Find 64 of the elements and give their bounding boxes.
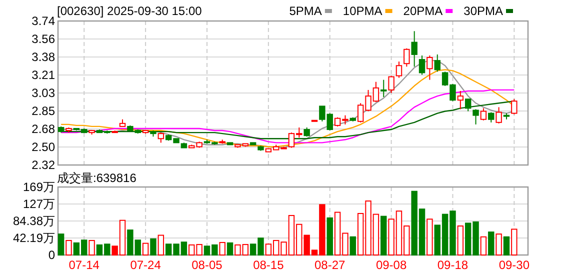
x-tick-label: 09-08 bbox=[376, 258, 407, 272]
candlestick bbox=[158, 132, 164, 144]
x-tick-label: 09-30 bbox=[498, 258, 530, 272]
candlestick bbox=[488, 112, 494, 123]
x-tick-label: 07-14 bbox=[68, 258, 100, 272]
y-tick-label: 3.21 bbox=[32, 68, 56, 82]
bar bbox=[496, 234, 502, 256]
bar bbox=[503, 236, 510, 256]
bar bbox=[219, 242, 226, 256]
y-tick-label: 2.68 bbox=[32, 122, 56, 136]
x-tick-label: 09-18 bbox=[437, 258, 468, 272]
y-tick-label: 3.56 bbox=[32, 32, 56, 46]
legend-label: 30PMA bbox=[464, 4, 503, 18]
x-tick-label: 07-24 bbox=[130, 258, 162, 272]
candlestick bbox=[464, 98, 472, 112]
candlestick bbox=[472, 108, 479, 125]
x-tick-label: 08-27 bbox=[314, 258, 346, 272]
y-tick-label: 2.32 bbox=[32, 158, 56, 172]
bar bbox=[457, 225, 464, 256]
candlestick bbox=[380, 79, 387, 98]
y-tick-label: 3.38 bbox=[32, 50, 56, 64]
chart-title: [002630] 2025-09-30 15:00 bbox=[57, 4, 202, 18]
bar bbox=[511, 228, 518, 256]
legend-label: 5PMA bbox=[289, 4, 322, 18]
y-tick-label: 84.38万 bbox=[12, 214, 55, 228]
candlestick bbox=[396, 61, 402, 78]
bar bbox=[158, 234, 164, 256]
bar bbox=[58, 234, 64, 256]
candlestick bbox=[418, 54, 426, 76]
y-tick-label: 3.03 bbox=[32, 86, 56, 100]
y-tick-label: 42.19万 bbox=[12, 231, 55, 245]
candlestick bbox=[496, 106, 502, 124]
candlestick bbox=[388, 75, 394, 94]
y-tick-label: 127万 bbox=[22, 197, 55, 211]
bar bbox=[350, 236, 356, 256]
candlestick bbox=[411, 30, 418, 68]
bar bbox=[326, 217, 333, 256]
candlestick bbox=[426, 54, 433, 80]
bar bbox=[66, 240, 72, 256]
y-tick-label: 3.74 bbox=[32, 14, 56, 28]
text: 成交量:639816 bbox=[57, 171, 137, 185]
x-tick-label: 08-15 bbox=[253, 258, 284, 272]
bar bbox=[226, 242, 234, 256]
candlestick bbox=[480, 108, 487, 121]
line-series bbox=[60, 89, 515, 144]
candlestick bbox=[404, 48, 410, 68]
bar bbox=[426, 218, 433, 256]
bar bbox=[88, 240, 95, 256]
bar bbox=[142, 242, 149, 256]
candlestick bbox=[304, 126, 310, 138]
candlestick bbox=[511, 98, 518, 115]
bar bbox=[150, 238, 156, 256]
y-tick-label: 169万 bbox=[22, 180, 55, 194]
bar bbox=[480, 236, 487, 256]
legend-label: 10PMA bbox=[342, 4, 382, 18]
y-tick-label: 0 bbox=[48, 248, 56, 262]
legend-label: 20PMA bbox=[403, 4, 443, 18]
bar bbox=[380, 216, 387, 256]
bar bbox=[488, 232, 494, 256]
y-tick-label: 2.50 bbox=[32, 140, 56, 154]
candlestick bbox=[457, 90, 464, 110]
candlestick bbox=[434, 54, 440, 72]
x-tick-label: 08-05 bbox=[192, 258, 223, 272]
y-tick-label: 2.85 bbox=[32, 104, 56, 118]
